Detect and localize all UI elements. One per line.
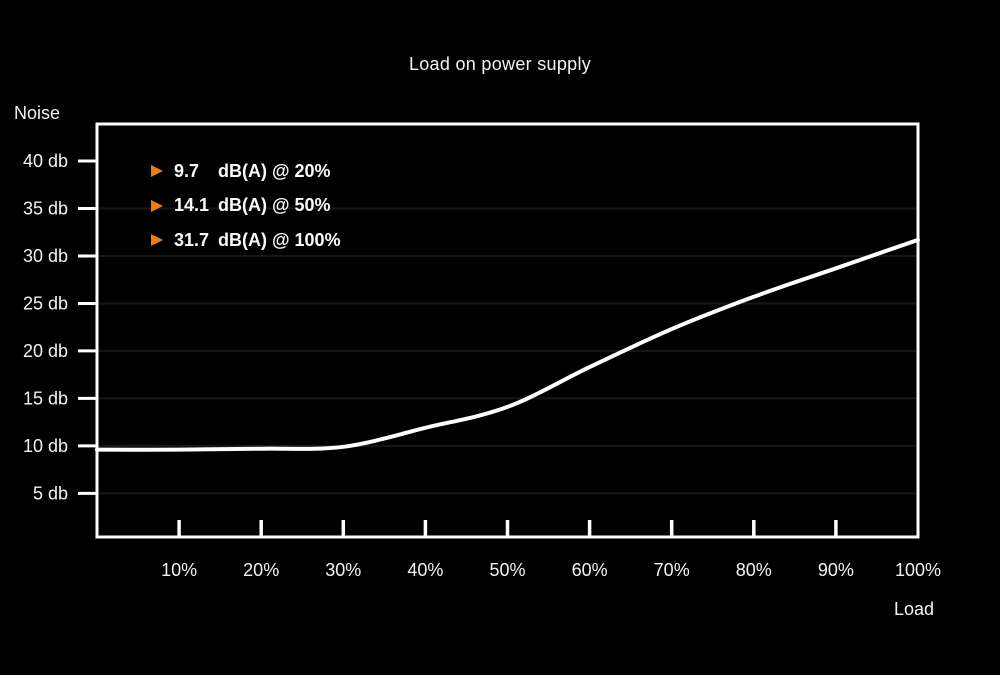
x-tick-label: 20% <box>243 560 279 580</box>
plot-border <box>95 122 920 539</box>
x-tick-label: 10% <box>161 560 197 580</box>
y-tick-label: 40 db <box>23 151 68 171</box>
y-axis-label: Noise <box>14 103 61 123</box>
x-tick-label: 60% <box>572 560 608 580</box>
x-tick-label: 50% <box>489 560 525 580</box>
y-tick-label: 25 db <box>23 293 68 313</box>
chart-title: Load on power supply <box>408 54 592 74</box>
legend-marker-icon <box>151 165 163 177</box>
legend-text: dB(A) @ 50% <box>218 195 331 215</box>
x-tick-label: 40% <box>407 560 443 580</box>
legend-item: 14.1 dB(A) @ 50% <box>151 195 341 217</box>
x-tick-label: 30% <box>325 560 361 580</box>
noise-curve <box>95 237 920 452</box>
legend-item: 31.7 dB(A) @ 100% <box>151 229 341 251</box>
x-tick-label: 100% <box>895 560 941 580</box>
y-tick-label: 20 db <box>23 341 68 361</box>
legend-text: dB(A) @ 20% <box>218 160 331 181</box>
x-axis-label: Load <box>893 599 935 619</box>
y-tick-label: 15 db <box>23 388 68 408</box>
y-tick-label: 10 db <box>23 436 68 456</box>
legend: 9.7 dB(A) @ 20% 14.1 dB(A) @ 50% 31.7 dB… <box>151 160 341 264</box>
y-tick-label: 30 db <box>23 246 68 266</box>
legend-text: dB(A) @ 100% <box>218 229 341 250</box>
y-tick-label: 35 db <box>23 198 68 218</box>
legend-value: 9.7 <box>174 160 200 181</box>
x-tick-label: 90% <box>818 560 854 580</box>
x-tick-label: 70% <box>654 560 690 580</box>
legend-value: 14.1 <box>174 195 210 215</box>
legend-value: 31.7 <box>174 229 210 250</box>
legend-marker-icon <box>151 234 163 246</box>
legend-marker-icon <box>151 199 163 212</box>
legend-item: 9.7 dB(A) @ 20% <box>151 160 341 182</box>
y-tick-label: 5 db <box>33 483 68 503</box>
x-tick-label: 80% <box>736 560 772 580</box>
